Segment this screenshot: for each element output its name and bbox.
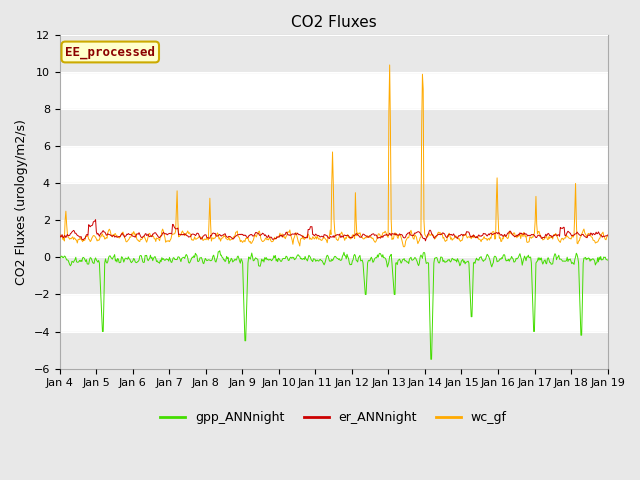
Bar: [60, 36, 607, 72]
Legend: gpp_ANNnight, er_ANNnight, wc_gf: gpp_ANNnight, er_ANNnight, wc_gf: [156, 406, 512, 429]
Bar: [60, 332, 607, 369]
Bar: [60, 109, 607, 146]
Y-axis label: CO2 Fluxes (urology/m2/s): CO2 Fluxes (urology/m2/s): [15, 119, 28, 285]
Bar: [60, 257, 607, 295]
Bar: [60, 183, 607, 220]
Text: EE_processed: EE_processed: [65, 45, 156, 59]
Title: CO2 Fluxes: CO2 Fluxes: [291, 15, 376, 30]
